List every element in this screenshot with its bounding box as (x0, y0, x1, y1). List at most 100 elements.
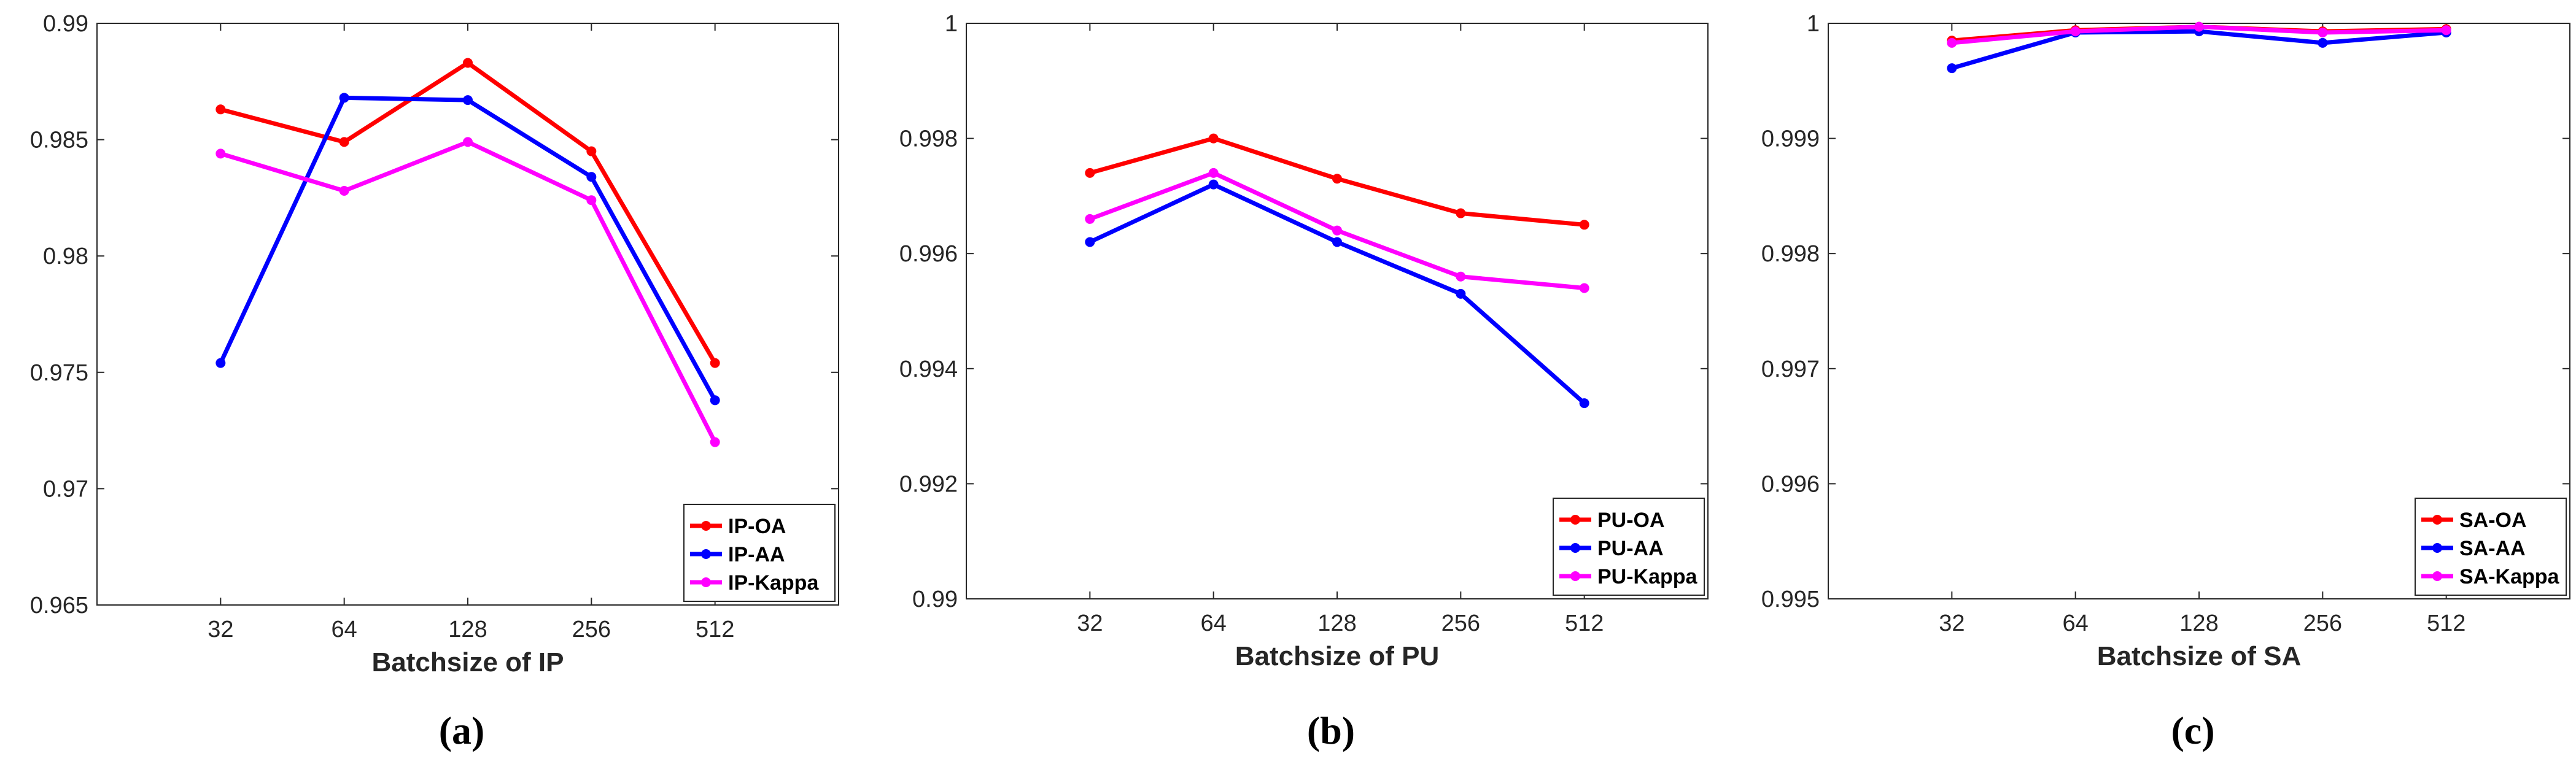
legend-entry-PU-OA: PU-OA (1597, 509, 1665, 532)
x-axis-label: Batchsize of IP (372, 647, 564, 677)
legend-marker-PU-OA (1570, 515, 1580, 525)
data-point-IP-AA (215, 358, 226, 368)
x-tick-label: 256 (1441, 611, 1480, 636)
data-point-PU-OA (1579, 220, 1589, 230)
y-tick-label: 0.996 (899, 241, 958, 267)
y-tick-label: 0.985 (30, 128, 88, 153)
legend-entry-SA-OA: SA-OA (2459, 509, 2527, 532)
data-point-PU-OA (1456, 208, 1466, 218)
legend-entry-SA-AA: SA-AA (2459, 537, 2526, 560)
y-tick-label: 0.97 (43, 476, 88, 502)
data-point-IP-Kappa (586, 195, 597, 206)
data-point-SA-Kappa (2441, 25, 2451, 36)
y-tick-label: 0.992 (899, 471, 958, 497)
legend-entry-IP-Kappa: IP-Kappa (728, 571, 819, 595)
legend-marker-SA-AA (2432, 543, 2442, 553)
data-point-PU-OA (1208, 133, 1219, 144)
legend: SA-OA SA-AA SA-Kappa (2415, 498, 2567, 596)
legend-marker-PU-AA (1570, 543, 1580, 553)
data-point-IP-Kappa (710, 437, 720, 447)
y-tick-label: 0.996 (1761, 471, 1820, 497)
y-tick-label: 0.998 (899, 126, 958, 152)
data-point-PU-Kappa (1579, 283, 1589, 293)
data-point-IP-Kappa (463, 137, 473, 147)
data-point-PU-OA (1085, 168, 1095, 178)
legend-marker-IP-OA (701, 521, 711, 531)
legend: PU-OA PU-AA PU-Kappa (1553, 498, 1705, 596)
panel-caption: (b) (1307, 709, 1355, 752)
x-tick-label: 512 (696, 617, 734, 642)
legend-marker-IP-AA (701, 549, 711, 559)
x-tick-label: 128 (2179, 611, 2218, 636)
x-tick-label: 512 (2427, 611, 2465, 636)
legend-marker-PU-Kappa (1570, 571, 1580, 581)
y-tick-label: 0.999 (1761, 126, 1820, 152)
data-point-PU-Kappa (1085, 214, 1095, 224)
panel-caption: (a) (439, 709, 485, 752)
legend-entry-IP-OA: IP-OA (728, 515, 786, 538)
x-tick-label: 128 (1317, 611, 1356, 636)
x-tick-label: 64 (332, 617, 357, 642)
data-point-IP-OA (215, 104, 226, 115)
data-point-SA-Kappa (1947, 37, 1957, 48)
legend: IP-OA IP-AA IP-Kappa (683, 504, 836, 602)
data-point-SA-Kappa (2194, 21, 2204, 32)
data-point-IP-OA (586, 146, 597, 156)
x-tick-label: 64 (1201, 611, 1227, 636)
x-tick-label: 32 (208, 617, 233, 642)
legend-entry-PU-Kappa: PU-Kappa (1597, 565, 1698, 588)
data-point-PU-AA (1456, 288, 1466, 299)
x-tick-label: 256 (572, 617, 611, 642)
x-axis-label: Batchsize of PU (1235, 641, 1440, 671)
data-point-SA-AA (1947, 63, 1957, 74)
x-tick-label: 256 (2303, 611, 2342, 636)
y-tick-label: 0.998 (1761, 241, 1820, 267)
y-tick-label: 0.997 (1761, 356, 1820, 382)
x-tick-label: 64 (2063, 611, 2089, 636)
data-point-IP-OA (339, 137, 349, 147)
data-point-IP-AA (463, 95, 473, 106)
data-point-IP-AA (339, 93, 349, 103)
y-tick-label: 0.98 (43, 244, 88, 269)
y-tick-label: 1 (945, 11, 958, 37)
legend-marker-SA-OA (2432, 515, 2442, 525)
x-tick-label: 128 (448, 617, 487, 642)
data-point-SA-AA (2318, 37, 2328, 48)
data-point-PU-OA (1332, 174, 1342, 184)
legend-marker-IP-Kappa (701, 577, 711, 587)
data-point-SA-Kappa (2070, 26, 2081, 37)
x-axis-label: Batchsize of SA (2097, 641, 2302, 671)
data-point-PU-AA (1208, 179, 1219, 190)
x-tick-label: 32 (1939, 611, 1965, 636)
chart-panel-3: 0.995 0.996 0.997 0.998 0.999 1 32 64 128 256 512 B… (1761, 11, 2570, 752)
chart-panel-1: 0.965 0.97 0.975 0.98 0.985 0.99 32 64 128 256 512… (30, 11, 839, 752)
y-tick-label: 0.994 (899, 356, 958, 382)
y-tick-label: 0.975 (30, 360, 88, 386)
data-point-PU-AA (1332, 237, 1342, 247)
legend-entry-SA-Kappa: SA-Kappa (2459, 565, 2560, 588)
data-point-PU-Kappa (1208, 168, 1219, 178)
data-point-IP-Kappa (339, 186, 349, 196)
y-tick-label: 0.965 (30, 593, 88, 618)
data-point-IP-AA (710, 395, 720, 406)
data-point-IP-AA (586, 172, 597, 182)
chart-panel-2: 0.99 0.992 0.994 0.996 0.998 1 32 64 128 256 512 Ba… (899, 11, 1709, 752)
legend-entry-PU-AA: PU-AA (1597, 537, 1664, 560)
y-tick-label: 0.99 (43, 11, 88, 37)
data-point-PU-Kappa (1332, 225, 1342, 236)
y-tick-label: 0.99 (912, 587, 958, 612)
data-point-IP-OA (710, 358, 720, 368)
data-point-IP-OA (463, 58, 473, 68)
x-tick-label: 32 (1077, 611, 1103, 636)
data-point-PU-Kappa (1456, 271, 1466, 282)
legend-entry-IP-AA: IP-AA (728, 543, 785, 566)
data-point-IP-Kappa (215, 148, 226, 159)
y-tick-label: 1 (1807, 11, 1820, 37)
data-point-SA-Kappa (2318, 28, 2328, 38)
legend-marker-SA-Kappa (2432, 571, 2442, 581)
data-point-PU-AA (1085, 237, 1095, 247)
panel-caption: (c) (2171, 709, 2214, 752)
y-tick-label: 0.995 (1761, 587, 1820, 612)
